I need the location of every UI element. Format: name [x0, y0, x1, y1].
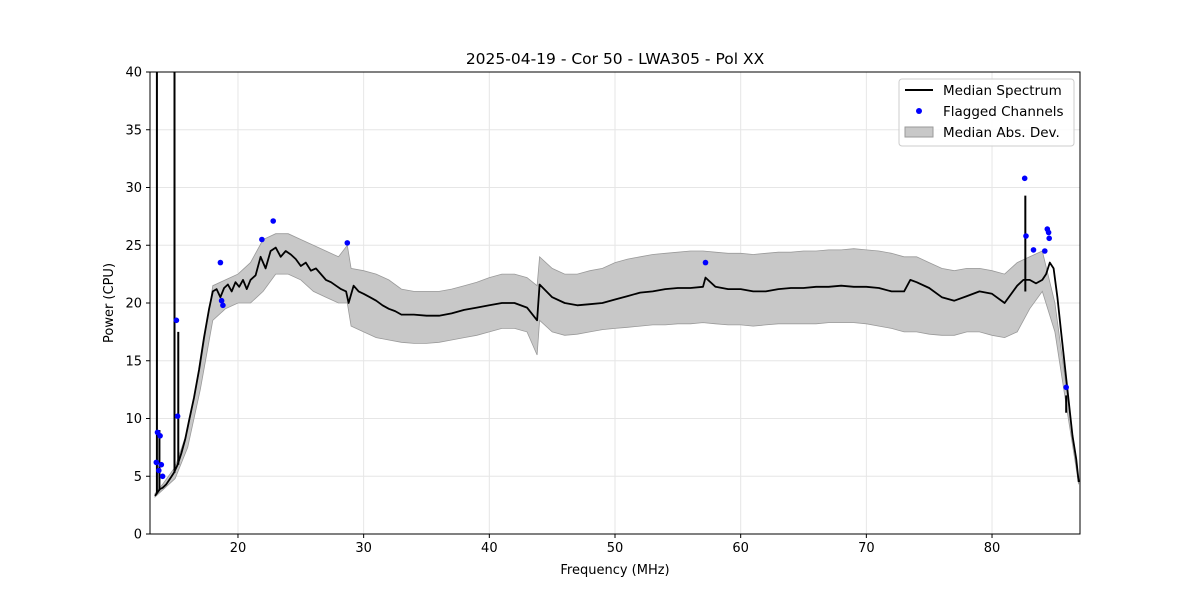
median-line-layer: [154, 72, 1080, 497]
legend-box: [898, 78, 1075, 147]
x-tick-label: 80: [984, 541, 1001, 556]
y-tick-label: 35: [125, 123, 142, 138]
flagged-points-layer: [153, 175, 1069, 480]
flagged-channel-point: [270, 218, 277, 224]
flagged-channel-point: [1030, 247, 1037, 253]
flagged-channel-point: [157, 433, 163, 439]
y-tick-label: 5: [134, 470, 142, 485]
flagged-channel-point: [156, 467, 162, 474]
flagged-channel-point: [1023, 233, 1029, 239]
flagged-channel-point: [158, 461, 165, 468]
legend-flagged-swatch: [916, 108, 922, 114]
flagged-channel-point: [1042, 248, 1048, 254]
y-axis-label: Power (CPU): [102, 263, 117, 343]
y-tick-label: 25: [125, 239, 142, 254]
y-tick-label: 40: [125, 66, 142, 81]
flagged-channel-point: [1063, 384, 1069, 391]
y-tick-label: 0: [134, 528, 142, 543]
y-tick-label: 15: [125, 354, 142, 369]
y-tick-label: 30: [125, 181, 142, 196]
flagged-channel-point: [702, 259, 709, 266]
legend-label-median: Median Spectrum: [943, 83, 1062, 99]
flagged-channel-point: [174, 413, 181, 420]
median-spectrum-line: [154, 246, 1080, 497]
flagged-channel-point: [153, 459, 160, 466]
flagged-channel-point: [1021, 175, 1028, 182]
flagged-channel-point: [173, 317, 180, 324]
flagged-channel-point: [220, 302, 226, 309]
mad-band-layer: [154, 233, 1080, 498]
x-tick-label: 70: [858, 541, 875, 556]
flagged-channel-point: [218, 297, 225, 304]
chart-title: 2025-04-19 - Cor 50 - LWA305 - Pol XX: [466, 50, 765, 68]
flagged-channel-point: [159, 473, 166, 480]
x-tick-label: 60: [732, 541, 749, 556]
flagged-channel-point: [217, 259, 224, 266]
x-tick-label: 20: [230, 541, 247, 556]
x-tick-label: 40: [481, 541, 498, 556]
legend-mad-swatch: [904, 126, 934, 138]
y-tick-label: 10: [125, 412, 142, 427]
mad-band: [154, 233, 1080, 498]
x-axis-label: Frequency (MHz): [560, 563, 669, 578]
legend-label-flagged: Flagged Channels: [943, 104, 1064, 120]
flagged-channel-point: [1046, 235, 1052, 242]
x-tick-label: 30: [355, 541, 372, 556]
y-tick-label: 20: [125, 297, 142, 312]
x-tick-label: 50: [607, 541, 624, 556]
flagged-channel-point: [1045, 229, 1052, 236]
legend: Median Spectrum Flagged Channels Median …: [898, 78, 1075, 147]
legend-label-mad: Median Abs. Dev.: [943, 125, 1060, 141]
flagged-channel-point: [344, 240, 351, 246]
ticks-layer: 20 30 40 50 60 70 80 0 5 10 15 20 25 30 35 40: [125, 66, 1000, 557]
flagged-channel-point: [259, 236, 265, 243]
